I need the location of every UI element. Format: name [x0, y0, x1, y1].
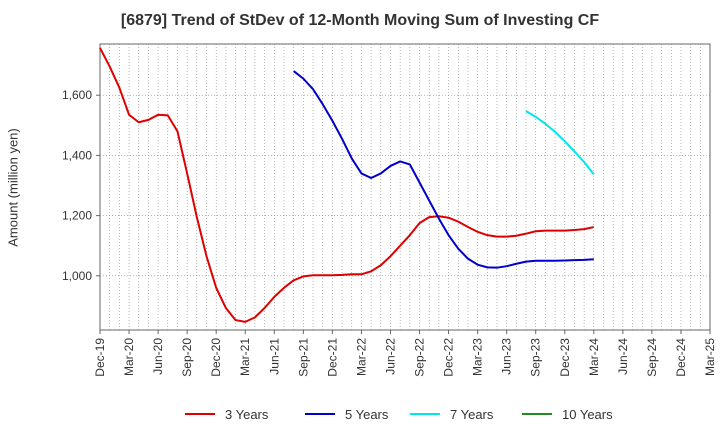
x-tick-label: Mar-24	[587, 338, 601, 376]
x-tick-label: Mar-20	[122, 338, 136, 376]
series-line-1	[99, 47, 595, 323]
x-tick-label: Sep-21	[296, 338, 310, 377]
x-tick-labels: Dec-19 Mar-20 Jun-20 Sep-20 Dec-20 Mar-21 Jun-…	[93, 330, 717, 377]
x-tick-label: Jun-20	[151, 338, 165, 375]
x-tick-label: Jun-22	[383, 338, 397, 375]
x-tick-label: Sep-20	[180, 338, 194, 377]
y-tick-labels: 1,000 1,200 1,400 1,600	[62, 88, 100, 283]
x-tick-label: Jun-23	[500, 338, 514, 375]
x-tick-label: Dec-19	[93, 338, 107, 377]
legend-label: 3 Years	[225, 407, 269, 422]
x-tick-label: Mar-22	[354, 338, 368, 376]
series-line-2	[293, 70, 594, 269]
x-tick-label: Dec-22	[442, 338, 456, 377]
y-tick-label: 1,600	[62, 88, 92, 102]
x-tick-label: Mar-23	[471, 338, 485, 376]
legend-label: 5 Years	[345, 407, 389, 422]
legend: 3 Years 5 Years 7 Years 10 Years	[185, 407, 613, 422]
x-tick-label: Sep-23	[529, 338, 543, 377]
series-lines	[99, 47, 595, 323]
x-tick-label: Sep-24	[645, 338, 659, 377]
chart-title: [6879] Trend of StDev of 12-Month Moving…	[120, 12, 600, 29]
y-tick-label: 1,400	[62, 148, 92, 162]
legend-label: 10 Years	[562, 407, 613, 422]
y-tick-label: 1,200	[62, 209, 92, 223]
series-line-3	[525, 110, 595, 175]
x-tick-label: Dec-24	[674, 338, 688, 377]
x-tick-label: Dec-20	[209, 338, 223, 377]
x-tick-label: Mar-25	[703, 338, 717, 376]
x-tick-label: Dec-21	[325, 338, 339, 377]
x-tick-label: Mar-21	[238, 338, 252, 376]
plot-area	[99, 43, 711, 331]
x-tick-label: Jun-24	[616, 338, 630, 375]
x-tick-label: Jun-21	[267, 338, 281, 375]
x-tick-label: Dec-23	[558, 338, 572, 377]
x-tick-label: Sep-22	[413, 338, 427, 377]
y-tick-label: 1,000	[62, 269, 92, 283]
legend-label: 7 Years	[450, 407, 494, 422]
